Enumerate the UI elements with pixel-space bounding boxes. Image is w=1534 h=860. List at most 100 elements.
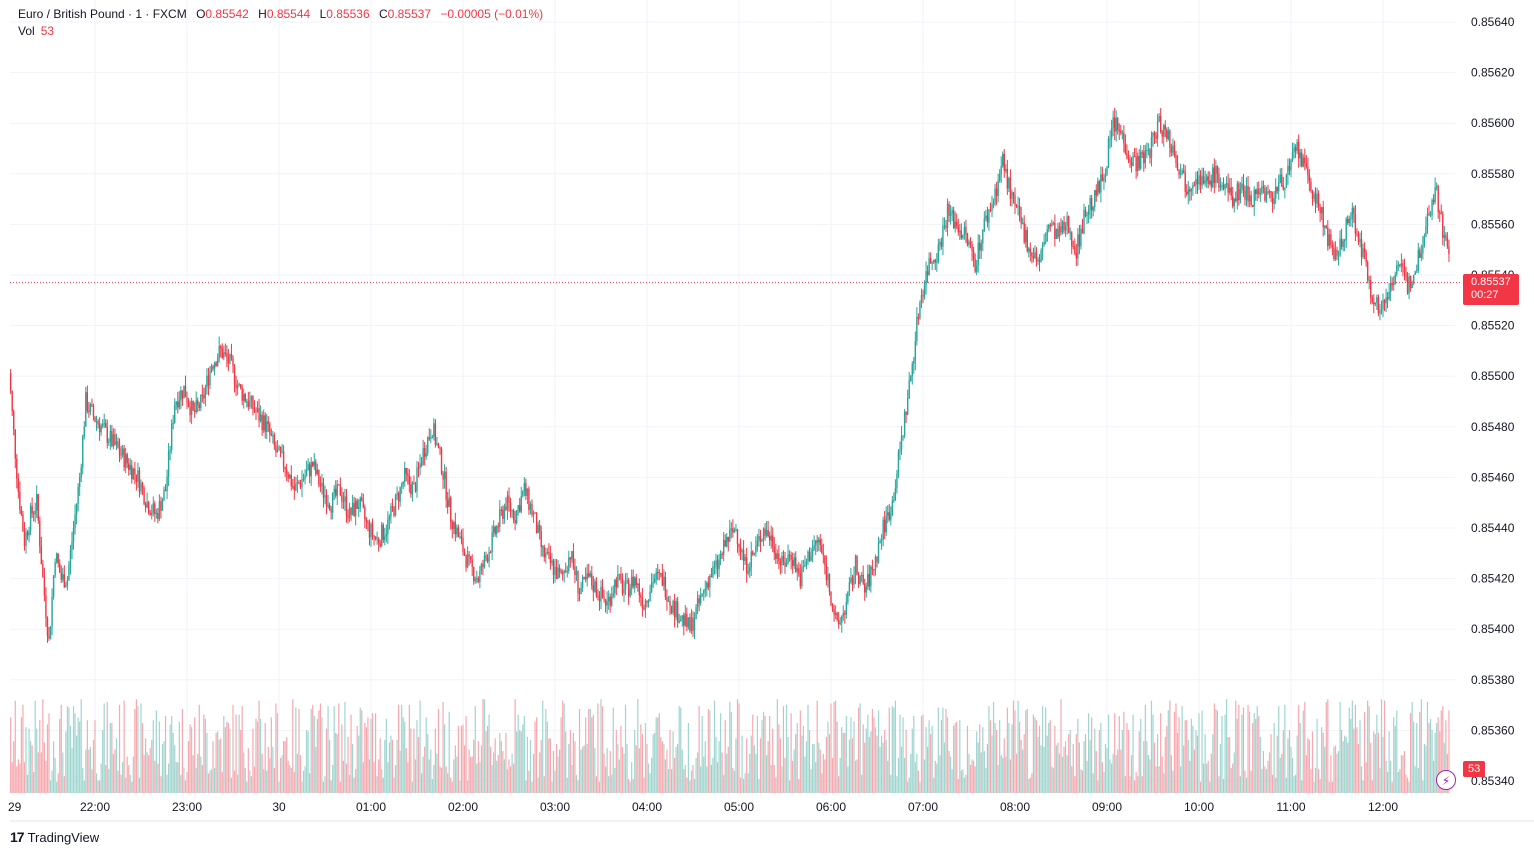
candle-body — [1308, 175, 1311, 182]
candle-body — [877, 543, 880, 563]
volume-bar — [560, 717, 562, 793]
candle-body — [1029, 248, 1032, 253]
candle-body — [14, 429, 16, 459]
candle-body — [882, 519, 884, 540]
tradingview-brand[interactable]: 17 TradingView — [10, 829, 99, 845]
volume-bar — [1255, 718, 1257, 793]
volume-bar — [520, 731, 522, 793]
candle-body — [111, 430, 113, 447]
candle-body — [95, 421, 98, 423]
volume-bar — [804, 756, 806, 793]
candle-body — [170, 423, 173, 450]
volume-bar — [812, 744, 814, 793]
volume-bar — [933, 777, 935, 793]
candle-body — [1141, 152, 1143, 154]
candle-body — [1170, 147, 1173, 153]
candle-body — [1046, 229, 1048, 242]
candle-body — [971, 244, 973, 252]
candle-body — [624, 582, 627, 590]
volume-bar — [1101, 762, 1103, 793]
candle-body — [1400, 263, 1403, 266]
volume-bar — [175, 762, 177, 793]
volume-bar — [1006, 707, 1008, 793]
candle-body — [827, 574, 829, 581]
volume-bar — [543, 776, 545, 793]
volume-bar — [1077, 718, 1079, 793]
volume-bar — [523, 716, 525, 793]
volume-bar — [1353, 728, 1355, 793]
volume-bar — [148, 755, 150, 793]
candle-body — [966, 233, 969, 246]
change-value: −0.00005 (−0.01%) — [440, 7, 544, 21]
volume-bar — [585, 717, 587, 793]
candle-body — [1429, 215, 1432, 217]
volume-bar — [824, 759, 826, 793]
volume-bar — [1199, 781, 1202, 793]
candle-body — [667, 600, 670, 602]
candle-body — [313, 461, 315, 467]
volume-bar — [94, 720, 96, 793]
candle-body — [1159, 116, 1162, 132]
volume-bar — [1276, 735, 1278, 793]
volume-bar — [905, 730, 907, 793]
symbol-title[interactable]: Euro / British Pound · 1 · FXCM — [18, 7, 187, 21]
volume-label[interactable]: Vol — [18, 24, 35, 38]
candle-body — [1000, 166, 1002, 175]
candle-body — [1279, 174, 1281, 183]
volume-bar — [253, 766, 256, 793]
candle-body — [841, 616, 843, 624]
candle-body — [16, 458, 18, 479]
candle-body — [601, 586, 604, 598]
volume-bar — [1187, 739, 1189, 793]
volume-bar — [1445, 720, 1447, 793]
volume-bar — [180, 774, 182, 793]
candle-body — [419, 463, 421, 468]
volume-bar — [979, 724, 981, 793]
volume-bar — [686, 777, 688, 793]
candle-body — [1327, 228, 1329, 247]
candle-body — [566, 571, 568, 573]
candle-body — [250, 396, 253, 401]
volume-bar — [606, 748, 608, 793]
candle-body — [676, 601, 679, 623]
volume-bar — [187, 741, 190, 793]
volume-bar — [1295, 774, 1297, 793]
volume-bar — [1313, 781, 1315, 793]
candle-body — [255, 411, 257, 413]
candle-body — [158, 501, 161, 520]
candle-body — [213, 362, 216, 369]
volume-bar — [1140, 718, 1142, 793]
volume-bar — [1419, 711, 1421, 793]
candle-body — [726, 536, 728, 547]
candle-body — [960, 230, 963, 239]
candle-body — [9, 373, 12, 392]
candle-body — [387, 519, 389, 535]
volume-bar — [839, 758, 841, 793]
volume-bar — [1072, 744, 1074, 793]
volume-bar — [1169, 700, 1171, 793]
volume-bar — [457, 725, 459, 793]
candle-body — [1287, 165, 1289, 175]
lightning-bolt-icon[interactable]: ⚡ — [1436, 770, 1456, 790]
candle-body — [805, 561, 808, 566]
volume-bar — [818, 742, 820, 793]
candle-body — [1158, 116, 1160, 122]
candle-body — [735, 529, 737, 531]
candle-body — [655, 572, 657, 580]
volume-bar — [1264, 766, 1266, 793]
volume-bar — [730, 711, 732, 793]
volume-bar — [1304, 702, 1306, 793]
candle-body — [411, 482, 414, 495]
volume-bar — [759, 738, 762, 793]
volume-bar — [36, 728, 38, 793]
candle-body — [584, 577, 587, 580]
volume-bar — [1100, 723, 1102, 793]
candle-body — [267, 421, 269, 424]
volume-bar — [916, 753, 918, 793]
volume-bar — [1443, 742, 1445, 793]
candle-body — [545, 553, 547, 558]
candle-body — [1434, 187, 1436, 202]
volume-bar — [163, 741, 165, 793]
